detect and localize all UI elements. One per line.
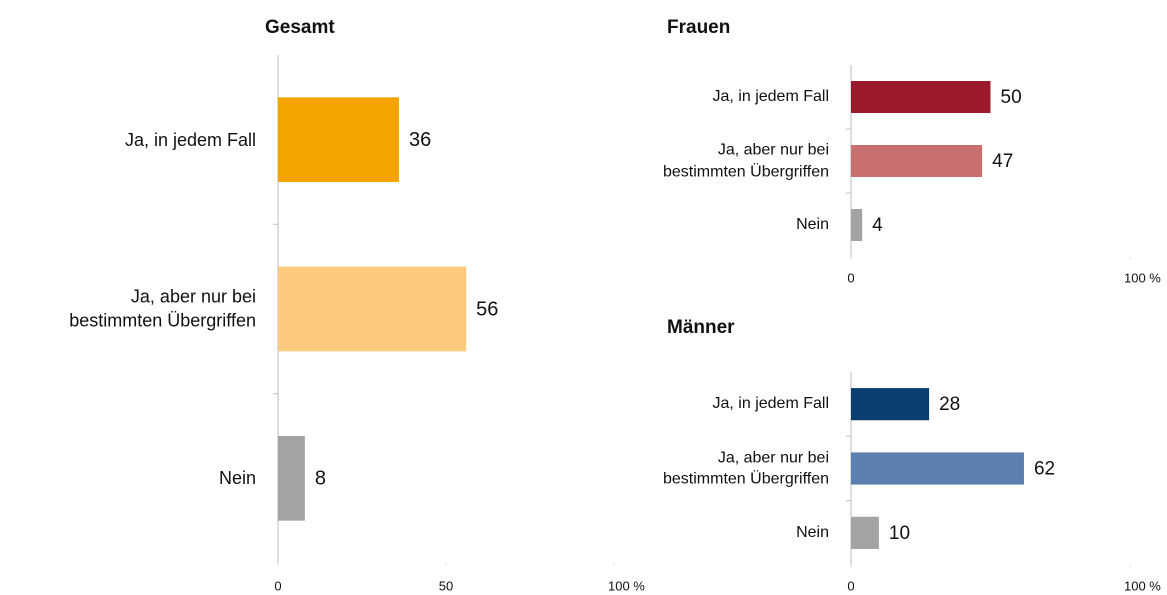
bar bbox=[278, 266, 467, 352]
x-tick-label: 100 % bbox=[1124, 578, 1161, 593]
category-label: Ja, aber nur bei bestimmten Übergriffen bbox=[69, 286, 256, 331]
bar bbox=[851, 388, 930, 421]
bar bbox=[278, 97, 399, 182]
value-label: 28 bbox=[939, 394, 960, 415]
value-label: 47 bbox=[992, 151, 1013, 172]
bar bbox=[851, 452, 1024, 485]
category-label: Nein bbox=[218, 468, 256, 489]
category-label: Nein bbox=[796, 524, 829, 542]
chart-title: Männer bbox=[667, 317, 735, 338]
category-label: Ja, in jedem Fall bbox=[712, 88, 830, 106]
x-tick-label: 0 bbox=[274, 578, 281, 593]
value-label: 4 bbox=[872, 215, 883, 236]
value-label: 62 bbox=[1034, 459, 1055, 480]
value-label: 36 bbox=[409, 129, 431, 151]
bar bbox=[278, 436, 305, 521]
category-label: Ja, in jedem Fall bbox=[124, 129, 256, 150]
value-label: 8 bbox=[315, 468, 326, 490]
chart-title: Frauen bbox=[667, 17, 730, 38]
chart-title: Gesamt bbox=[265, 17, 335, 38]
category-label: Ja, aber nur bei bestimmten Übergriffen bbox=[663, 448, 829, 488]
x-tick-label: 100 % bbox=[608, 578, 645, 593]
bar bbox=[851, 145, 983, 177]
x-tick-label: 100 % bbox=[1124, 270, 1161, 285]
category-label: Nein bbox=[796, 216, 829, 234]
x-tick-label: 0 bbox=[847, 270, 854, 285]
bar bbox=[851, 209, 863, 241]
x-tick-label: 0 bbox=[847, 578, 854, 593]
bar bbox=[851, 81, 991, 113]
x-tick-label: 50 bbox=[439, 578, 453, 593]
value-label: 56 bbox=[476, 298, 498, 320]
value-label: 10 bbox=[889, 523, 910, 544]
category-label: Ja, in jedem Fall bbox=[712, 395, 830, 413]
bar bbox=[851, 516, 879, 549]
category-label: Ja, aber nur bei bestimmten Übergriffen bbox=[663, 141, 829, 180]
value-label: 50 bbox=[1001, 87, 1022, 108]
